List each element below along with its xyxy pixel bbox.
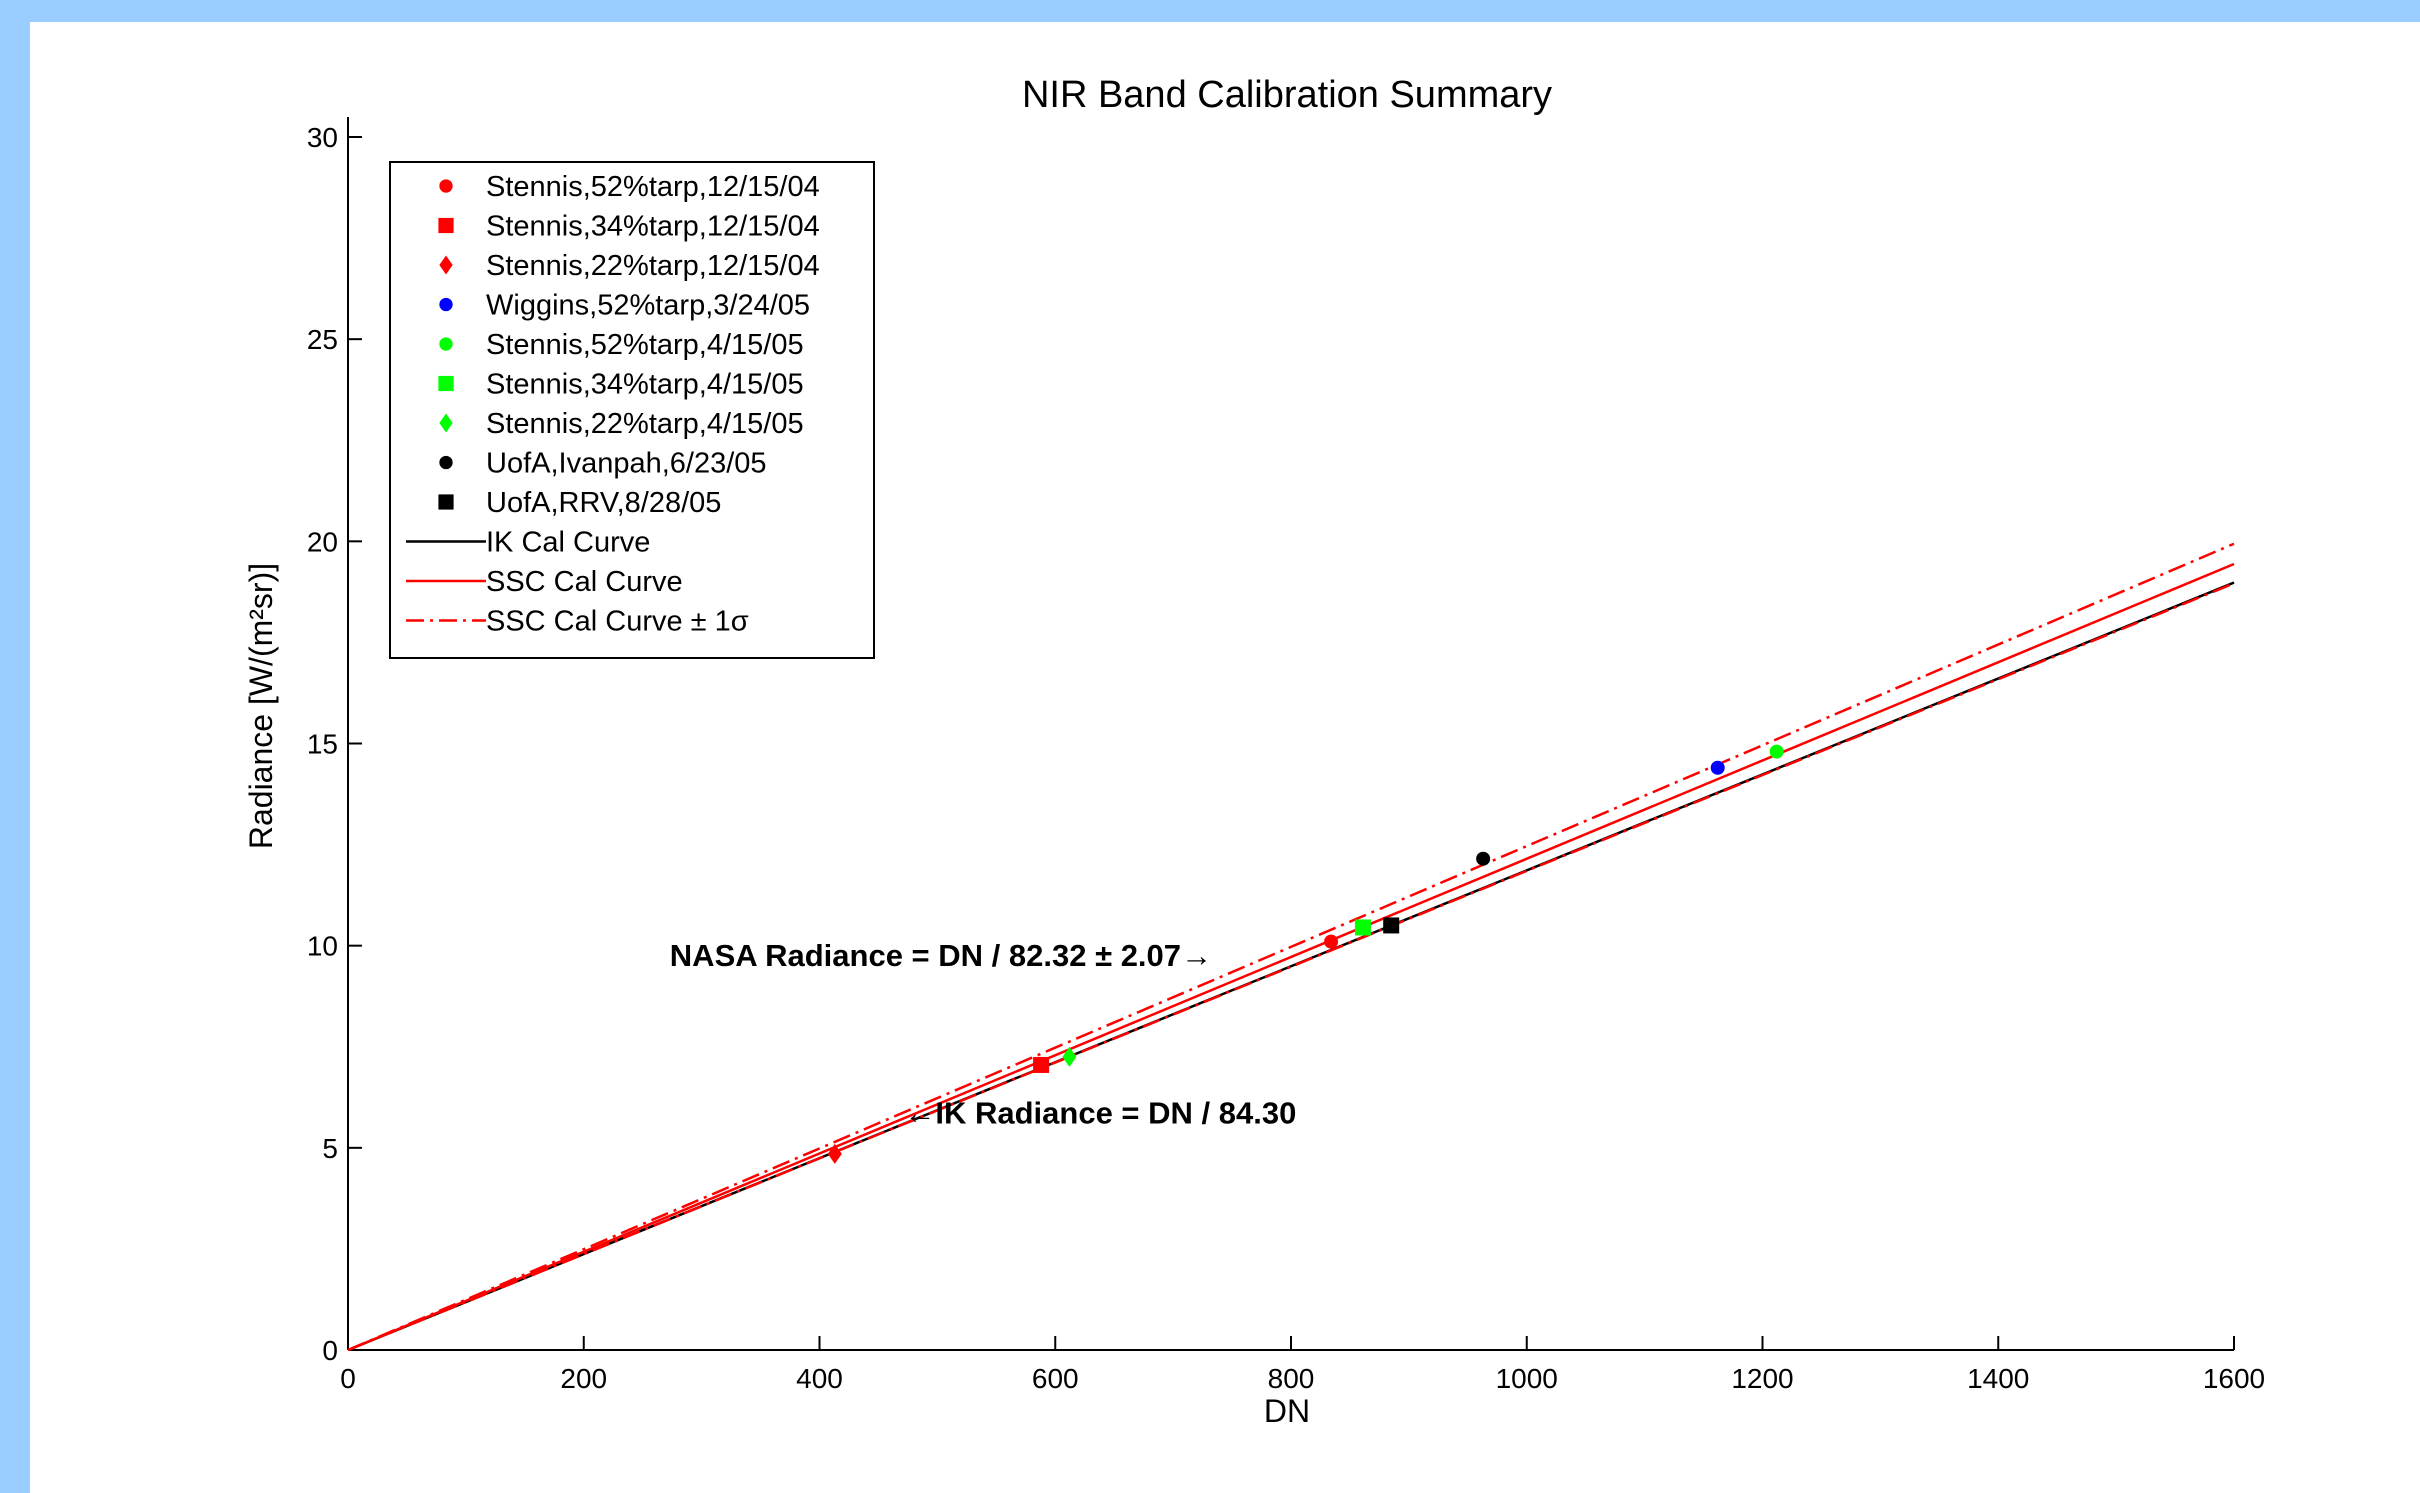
legend-marker: [439, 297, 453, 312]
y-tick-label: 20: [307, 526, 338, 557]
data-point: [1324, 934, 1339, 949]
legend-label: UofA,Ivanpah,6/23/05: [486, 448, 767, 480]
legend-label: Stennis,52%tarp,4/15/05: [486, 329, 804, 361]
data-point: [1476, 851, 1491, 866]
x-tick-label: 400: [796, 1363, 843, 1394]
data-point: [1062, 1046, 1077, 1067]
legend-marker: [438, 494, 454, 510]
x-tick-label: 800: [1268, 1363, 1315, 1394]
legend-marker: [438, 217, 454, 234]
x-tick-label: 200: [560, 1363, 607, 1394]
legend-marker: [439, 255, 453, 275]
y-tick-label: 5: [322, 1133, 338, 1164]
cal-curve-line: [347, 582, 2235, 1352]
x-tick-label: 1200: [1731, 1363, 1793, 1394]
legend-label: Stennis,22%tarp,12/15/04: [486, 250, 820, 282]
data-point: [1354, 919, 1371, 936]
data-point: [1383, 917, 1400, 934]
data-point: [827, 1143, 842, 1164]
x-tick-label: 1000: [1496, 1363, 1558, 1394]
legend-marker: [439, 337, 453, 351]
legend-label: Stennis,22%tarp,4/15/05: [486, 408, 804, 440]
legend-label: Wiggins,52%tarp,3/24/05: [486, 290, 810, 322]
data-point: [1769, 744, 1784, 759]
y-tick-label: 0: [322, 1335, 338, 1366]
legend-marker: [438, 375, 454, 392]
legend-label: Stennis,34%tarp,4/15/05: [486, 369, 804, 401]
legend-label: SSC Cal Curve: [486, 566, 683, 598]
x-tick-label: 1600: [2203, 1363, 2265, 1394]
data-point: [1710, 760, 1725, 775]
x-axis-title: DN: [1264, 1393, 1310, 1429]
figure-frame: NIR Band Calibration Summary 0 200 400 600 8…: [30, 22, 2420, 1493]
legend-marker: [439, 455, 453, 470]
y-axis-title: Radiance [W/(m²sr)]: [243, 563, 279, 849]
legend-box: [389, 161, 875, 659]
curve-annotation: NASA Radiance = DN / 82.32 ± 2.07→: [670, 938, 1212, 973]
cal-curve-line: [347, 542, 2235, 1352]
legend-label: SSC Cal Curve ± 1σ: [486, 606, 749, 638]
x-tick-label: 0: [340, 1363, 356, 1394]
data-point: [1033, 1056, 1050, 1073]
y-tick-label: 25: [307, 324, 338, 355]
legend-label: UofA,RRV,8/28/05: [486, 487, 721, 519]
cal-curve-line: [347, 562, 2235, 1352]
legend-label: IK Cal Curve: [486, 527, 650, 559]
legend-label: Stennis,52%tarp,12/15/04: [486, 171, 820, 203]
chart-plot: NIR Band Calibration Summary 0 200 400 600 8…: [243, 74, 2265, 1429]
y-tick-label: 10: [307, 931, 338, 962]
chart-title: NIR Band Calibration Summary: [1022, 74, 1552, 116]
y-tick-label: 30: [307, 122, 338, 153]
x-tick-label: 1400: [1967, 1363, 2029, 1394]
legend-marker: [439, 413, 453, 433]
y-tick-label: 15: [307, 729, 338, 760]
x-tick-label: 600: [1032, 1363, 1079, 1394]
curve-annotation: ←IK Radiance = DN / 84.30: [904, 1096, 1296, 1131]
legend-label: Stennis,34%tarp,12/15/04: [486, 211, 820, 243]
legend-marker: [439, 179, 453, 193]
